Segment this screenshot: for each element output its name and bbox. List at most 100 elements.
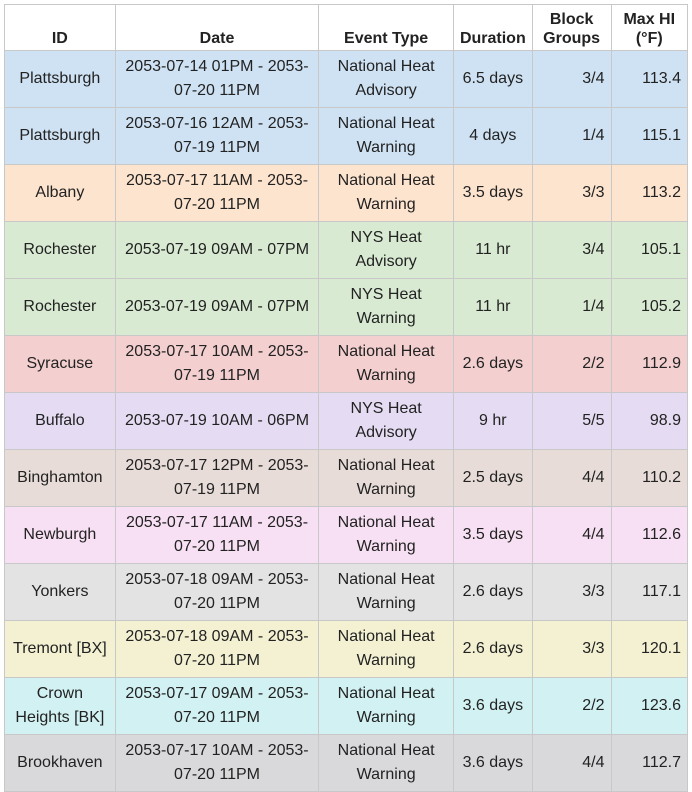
- table-cell: 2053-07-17 11AM - 2053-07-20 11PM: [114, 164, 320, 222]
- table-cell: 123.6: [610, 677, 689, 735]
- table-cell: 1/4: [531, 107, 612, 165]
- table-cell: 3.6 days: [452, 677, 533, 735]
- table-cell: 2.6 days: [452, 620, 533, 678]
- table-cell: National Heat Warning: [318, 563, 454, 621]
- table-cell: NYS Heat Advisory: [318, 392, 454, 450]
- table-cell: 3/3: [531, 620, 612, 678]
- table-cell: 2/2: [531, 335, 612, 393]
- table-cell: 2.5 days: [452, 449, 533, 507]
- table-cell: 4 days: [452, 107, 533, 165]
- table-cell: 2053-07-17 10AM - 2053-07-19 11PM: [114, 335, 320, 393]
- table-cell: 2053-07-14 01PM - 2053-07-20 11PM: [114, 50, 320, 108]
- table-cell: 6.5 days: [452, 50, 533, 108]
- table-cell: 3.5 days: [452, 164, 533, 222]
- table-row: Binghamton 2053-07-17 12PM - 2053-07-19 1…: [4, 449, 689, 507]
- table-cell: National Heat Warning: [318, 734, 454, 792]
- column-header: ID: [4, 4, 116, 51]
- table-cell: Brookhaven: [4, 734, 116, 792]
- table-row: Tremont [BX] 2053-07-18 09AM - 2053-07-20…: [4, 620, 689, 678]
- table-cell: 5/5: [531, 392, 612, 450]
- table-cell: 2053-07-17 09AM - 2053-07-20 11PM: [114, 677, 320, 735]
- table-cell: 2.6 days: [452, 563, 533, 621]
- table-cell: Newburgh: [4, 506, 116, 564]
- table-cell: 117.1: [610, 563, 689, 621]
- table-cell: 2.6 days: [452, 335, 533, 393]
- table-row: Brookhaven 2053-07-17 10AM - 2053-07-20 1…: [4, 734, 689, 792]
- table-cell: 112.6: [610, 506, 689, 564]
- table-body: Plattsburgh 2053-07-14 01PM - 2053-07-20 …: [4, 50, 689, 792]
- table-cell: 105.1: [610, 221, 689, 279]
- table-row: Albany 2053-07-17 11AM - 2053-07-20 11PM N…: [4, 164, 689, 222]
- table-cell: National Heat Warning: [318, 506, 454, 564]
- table-cell: 1/4: [531, 278, 612, 336]
- table-row: Plattsburgh 2053-07-14 01PM - 2053-07-20 …: [4, 50, 689, 108]
- table-cell: 3/4: [531, 221, 612, 279]
- table-cell: Tremont [BX]: [4, 620, 116, 678]
- table-cell: 3.5 days: [452, 506, 533, 564]
- table-cell: 3/4: [531, 50, 612, 108]
- table-cell: 4/4: [531, 449, 612, 507]
- table-cell: 11 hr: [452, 278, 533, 336]
- table-row: Yonkers 2053-07-18 09AM - 2053-07-20 11PM…: [4, 563, 689, 621]
- column-header: Block Groups: [531, 4, 612, 51]
- table-cell: Rochester: [4, 278, 116, 336]
- table-cell: 9 hr: [452, 392, 533, 450]
- table-cell: 3/3: [531, 164, 612, 222]
- table-cell: National Heat Warning: [318, 677, 454, 735]
- table-cell: Buffalo: [4, 392, 116, 450]
- table-cell: National Heat Advisory: [318, 50, 454, 108]
- table-cell: Yonkers: [4, 563, 116, 621]
- table-cell: 112.7: [610, 734, 689, 792]
- table-cell: National Heat Warning: [318, 449, 454, 507]
- heat-events-table: ID Date Event Type Duration Block Groups Max …: [4, 4, 689, 792]
- table-cell: 113.2: [610, 164, 689, 222]
- table-cell: 2053-07-17 12PM - 2053-07-19 11PM: [114, 449, 320, 507]
- table-cell: National Heat Warning: [318, 107, 454, 165]
- table-cell: 2/2: [531, 677, 612, 735]
- table-cell: 2053-07-17 11AM - 2053-07-20 11PM: [114, 506, 320, 564]
- column-header: Max HI (°F): [610, 4, 689, 51]
- header-row: ID Date Event Type Duration Block Groups Max …: [4, 4, 689, 51]
- table-cell: NYS Heat Advisory: [318, 221, 454, 279]
- column-header: Event Type: [318, 4, 454, 51]
- table-cell: 4/4: [531, 506, 612, 564]
- table-cell: Crown Heights [BK]: [4, 677, 116, 735]
- table-cell: 112.9: [610, 335, 689, 393]
- table-header: ID Date Event Type Duration Block Groups Max …: [4, 4, 689, 51]
- table-cell: 3/3: [531, 563, 612, 621]
- table-cell: 11 hr: [452, 221, 533, 279]
- table-row: Newburgh 2053-07-17 11AM - 2053-07-20 11P…: [4, 506, 689, 564]
- table-row: Buffalo 2053-07-19 10AM - 06PM NYS Heat Ad…: [4, 392, 689, 450]
- table-row: Syracuse 2053-07-17 10AM - 2053-07-19 11P…: [4, 335, 689, 393]
- table-cell: NYS Heat Warning: [318, 278, 454, 336]
- table-cell: 2053-07-18 09AM - 2053-07-20 11PM: [114, 563, 320, 621]
- table-cell: Syracuse: [4, 335, 116, 393]
- table-row: Plattsburgh 2053-07-16 12AM - 2053-07-19 …: [4, 107, 689, 165]
- column-header: Date: [114, 4, 320, 51]
- table-row: Crown Heights [BK] 2053-07-17 09AM - 2053…: [4, 677, 689, 735]
- table-cell: 2053-07-19 09AM - 07PM: [114, 278, 320, 336]
- table-cell: 120.1: [610, 620, 689, 678]
- table-cell: Rochester: [4, 221, 116, 279]
- table-cell: 2053-07-19 09AM - 07PM: [114, 221, 320, 279]
- table-cell: 98.9: [610, 392, 689, 450]
- table-cell: 4/4: [531, 734, 612, 792]
- table-cell: Binghamton: [4, 449, 116, 507]
- table-cell: National Heat Warning: [318, 620, 454, 678]
- table-cell: 2053-07-16 12AM - 2053-07-19 11PM: [114, 107, 320, 165]
- table-row: Rochester 2053-07-19 09AM - 07PM NYS Heat …: [4, 221, 689, 279]
- table-cell: National Heat Warning: [318, 335, 454, 393]
- table-cell: 115.1: [610, 107, 689, 165]
- table-cell: 2053-07-19 10AM - 06PM: [114, 392, 320, 450]
- table-cell: National Heat Warning: [318, 164, 454, 222]
- table-cell: Plattsburgh: [4, 50, 116, 108]
- table-cell: 3.6 days: [452, 734, 533, 792]
- table-cell: 105.2: [610, 278, 689, 336]
- table-cell: 113.4: [610, 50, 689, 108]
- table-row: Rochester 2053-07-19 09AM - 07PM NYS Heat …: [4, 278, 689, 336]
- table-cell: 2053-07-18 09AM - 2053-07-20 11PM: [114, 620, 320, 678]
- column-header: Duration: [452, 4, 533, 51]
- table-cell: 110.2: [610, 449, 689, 507]
- table-cell: Albany: [4, 164, 116, 222]
